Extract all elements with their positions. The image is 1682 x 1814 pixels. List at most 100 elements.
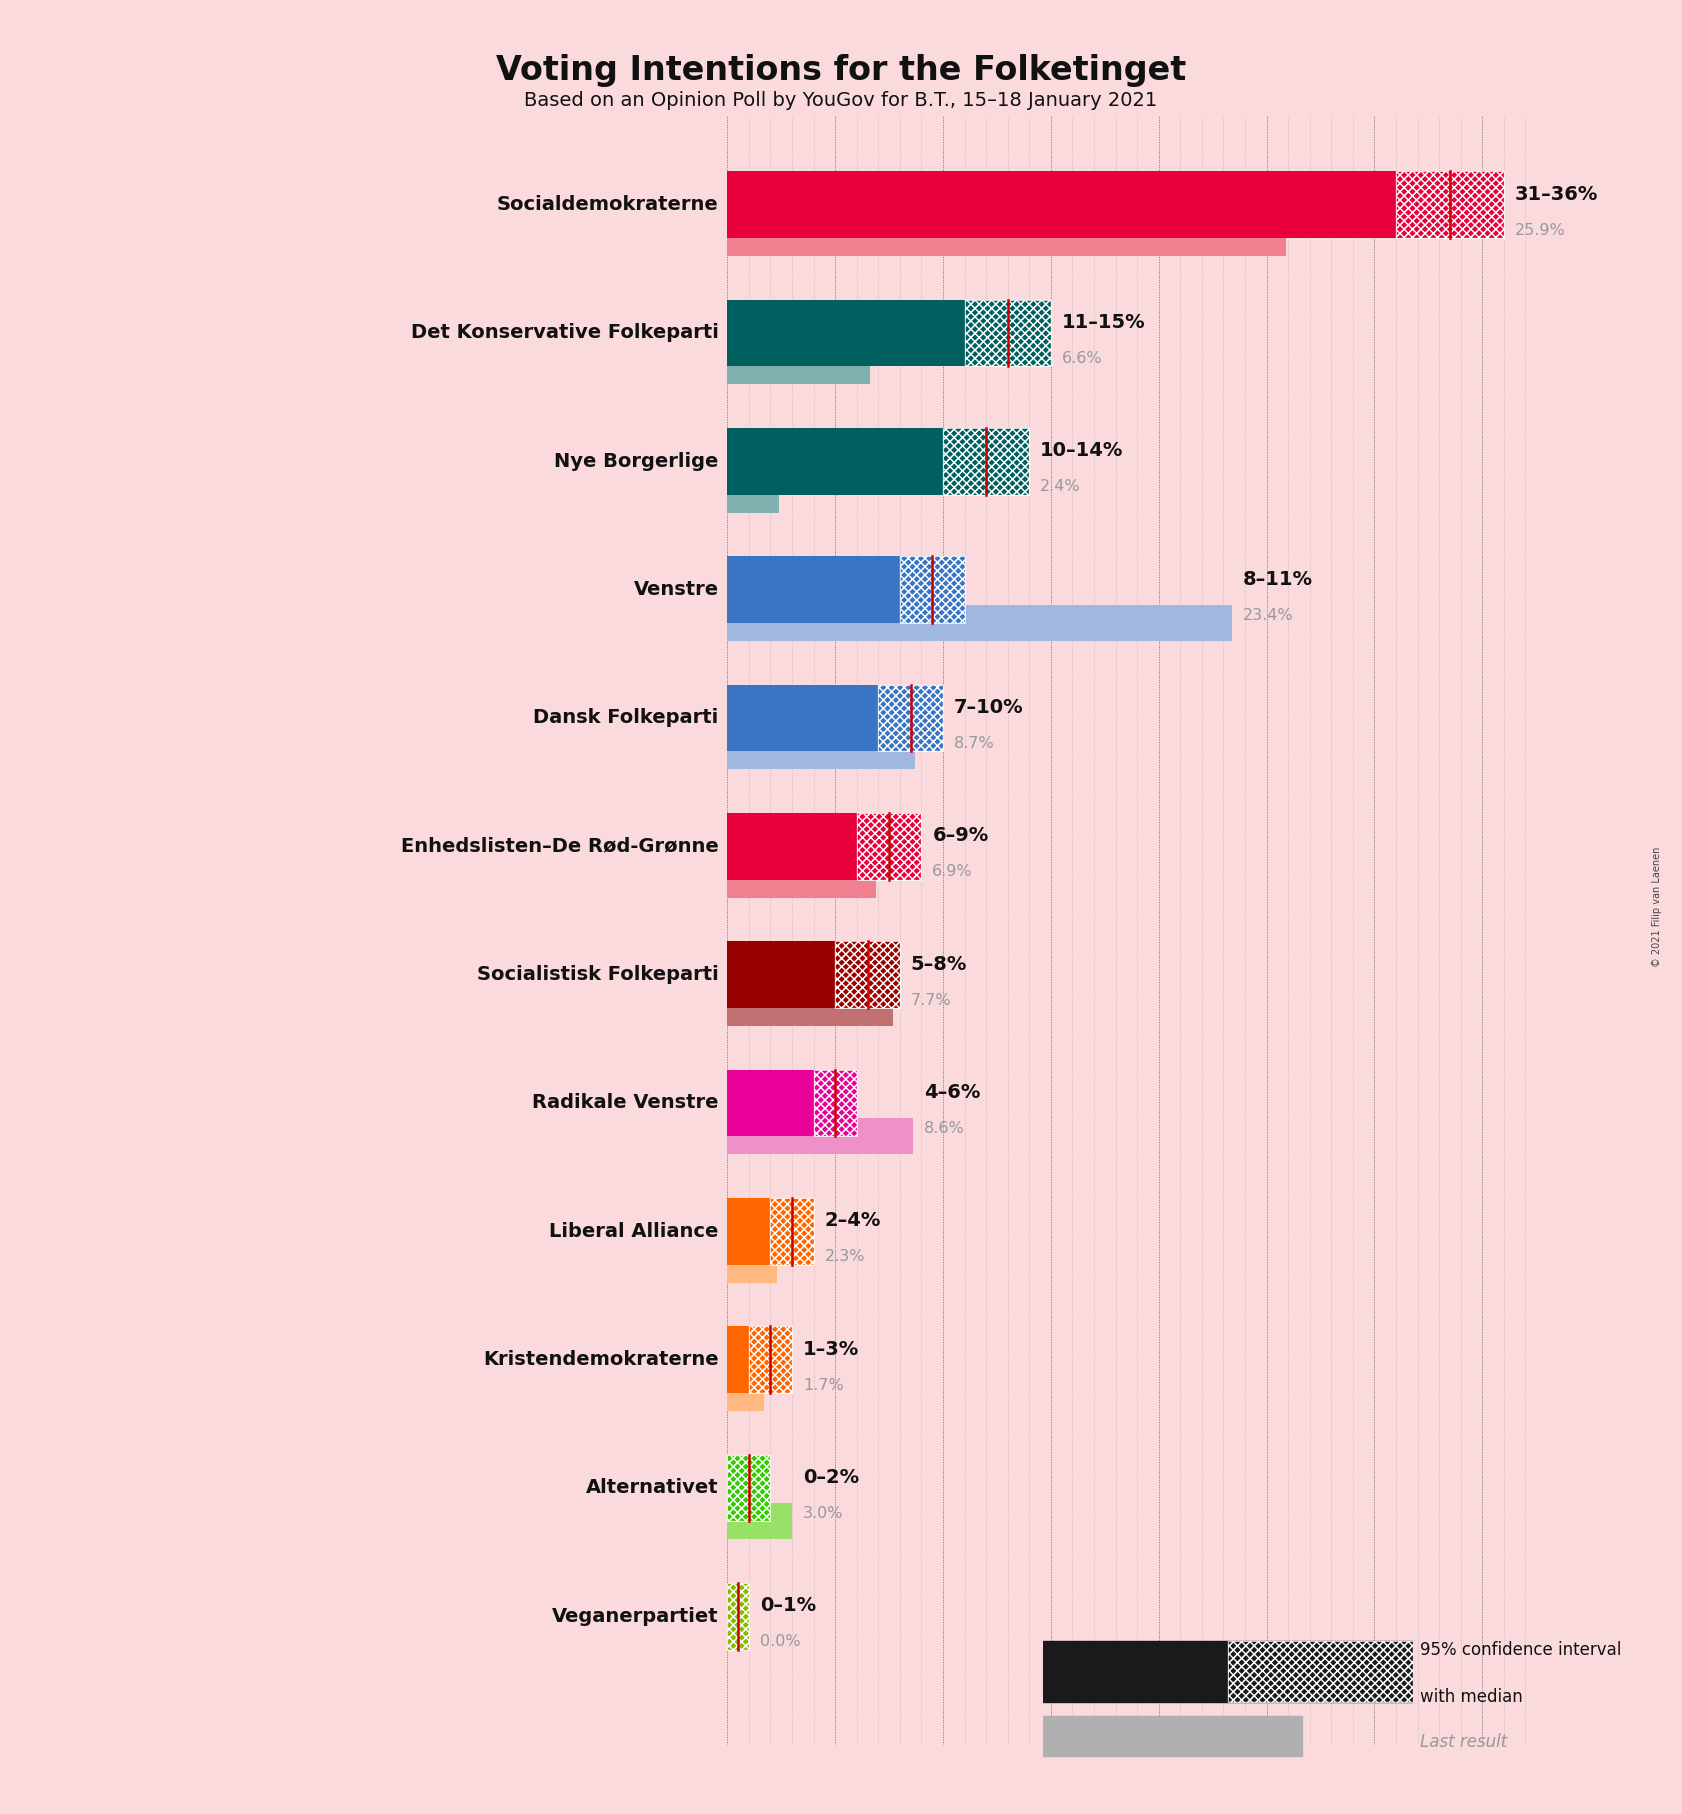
Bar [944, 428, 1029, 495]
Bar [1043, 1640, 1228, 1702]
Bar [1043, 1716, 1302, 1756]
Text: 6–9%: 6–9% [932, 827, 989, 845]
Bar [814, 1070, 856, 1136]
Bar [727, 299, 964, 366]
Text: 31–36%: 31–36% [1515, 185, 1598, 203]
Text: Based on an Opinion Poll by YouGov for B.T., 15–18 January 2021: Based on an Opinion Poll by YouGov for B… [525, 91, 1157, 109]
Bar [727, 557, 900, 622]
Bar [878, 684, 944, 751]
Text: 95% confidence interval: 95% confidence interval [1420, 1640, 1621, 1658]
Bar [1396, 171, 1504, 238]
Text: Kristendemokraterne: Kristendemokraterne [483, 1350, 718, 1370]
Bar [836, 941, 900, 1009]
Bar [727, 477, 779, 513]
Bar [727, 733, 915, 769]
Text: 2–4%: 2–4% [824, 1212, 881, 1230]
Text: Veganerpartiet: Veganerpartiet [552, 1607, 718, 1625]
Bar [1228, 1640, 1413, 1702]
Bar [727, 1375, 764, 1411]
Bar [964, 299, 1051, 366]
Text: 3.0%: 3.0% [802, 1506, 843, 1522]
Bar [944, 428, 1029, 495]
Bar [1396, 171, 1504, 238]
Bar [856, 813, 922, 880]
Bar [727, 1504, 792, 1540]
Text: 0.0%: 0.0% [760, 1634, 801, 1649]
Text: 0–1%: 0–1% [760, 1596, 816, 1616]
Text: Voting Intentions for the Folketinget: Voting Intentions for the Folketinget [496, 54, 1186, 87]
Text: Last result: Last result [1420, 1732, 1507, 1751]
Text: 4–6%: 4–6% [923, 1083, 981, 1103]
Text: 6.9%: 6.9% [932, 865, 972, 880]
Bar [900, 557, 964, 622]
Bar [727, 171, 1396, 238]
Bar [748, 1326, 792, 1393]
Text: 1–3%: 1–3% [802, 1341, 860, 1359]
Bar [814, 1070, 856, 1136]
Bar [964, 299, 1051, 366]
Bar [964, 299, 1051, 366]
Bar [727, 1584, 748, 1649]
Bar [900, 557, 964, 622]
Bar [727, 1584, 748, 1649]
Text: © 2021 Filip van Laenen: © 2021 Filip van Laenen [1652, 847, 1662, 967]
Text: 10–14%: 10–14% [1039, 441, 1124, 461]
Bar [770, 1197, 814, 1264]
Bar [727, 348, 870, 385]
Bar [814, 1070, 856, 1136]
Text: Alternativet: Alternativet [585, 1478, 718, 1497]
Bar [878, 684, 944, 751]
Text: 5–8%: 5–8% [910, 954, 967, 974]
Text: 25.9%: 25.9% [1515, 223, 1566, 238]
Text: Venstre: Venstre [634, 580, 718, 599]
Bar [836, 941, 900, 1009]
Text: 2.3%: 2.3% [824, 1250, 865, 1264]
Text: 2.4%: 2.4% [1039, 479, 1082, 495]
Bar [727, 1246, 777, 1282]
Text: Socialdemokraterne: Socialdemokraterne [496, 196, 718, 214]
Text: 6.6%: 6.6% [1061, 352, 1102, 366]
Text: 8.7%: 8.7% [954, 736, 994, 751]
Text: 23.4%: 23.4% [1243, 608, 1293, 622]
Bar [727, 862, 876, 898]
Bar [727, 428, 944, 495]
Text: 7–10%: 7–10% [954, 698, 1023, 717]
Bar [944, 428, 1029, 495]
Bar [727, 813, 856, 880]
Bar [748, 1326, 792, 1393]
Text: Socialistisk Folkeparti: Socialistisk Folkeparti [478, 965, 718, 983]
Bar [836, 941, 900, 1009]
Bar [770, 1197, 814, 1264]
Bar [727, 1584, 748, 1649]
Bar [727, 1455, 770, 1522]
Bar [770, 1197, 814, 1264]
Text: 8.6%: 8.6% [923, 1121, 964, 1136]
Bar [727, 1117, 913, 1154]
Bar [1396, 171, 1504, 238]
Text: Radikale Venstre: Radikale Venstre [532, 1094, 718, 1112]
Text: Enhedslisten–De Rød-Grønne: Enhedslisten–De Rød-Grønne [400, 836, 718, 856]
Text: 0–2%: 0–2% [802, 1468, 860, 1487]
Text: 1.7%: 1.7% [802, 1379, 844, 1393]
Text: Liberal Alliance: Liberal Alliance [550, 1223, 718, 1241]
Text: 8–11%: 8–11% [1243, 570, 1314, 590]
Bar [727, 1455, 770, 1522]
Bar [1228, 1640, 1413, 1702]
Bar [856, 813, 922, 880]
Bar [727, 990, 893, 1027]
Text: with median: with median [1420, 1689, 1522, 1707]
Text: Det Konservative Folkeparti: Det Konservative Folkeparti [410, 323, 718, 343]
Bar [856, 813, 922, 880]
Bar [727, 941, 836, 1009]
Bar [727, 1197, 770, 1264]
Bar [727, 606, 1233, 640]
Bar [878, 684, 944, 751]
Bar [727, 684, 878, 751]
Bar [727, 1326, 748, 1393]
Text: 7.7%: 7.7% [910, 992, 952, 1009]
Bar [727, 219, 1287, 256]
Bar [727, 1070, 814, 1136]
Bar [1228, 1640, 1413, 1702]
Bar [727, 1455, 770, 1522]
Bar [748, 1326, 792, 1393]
